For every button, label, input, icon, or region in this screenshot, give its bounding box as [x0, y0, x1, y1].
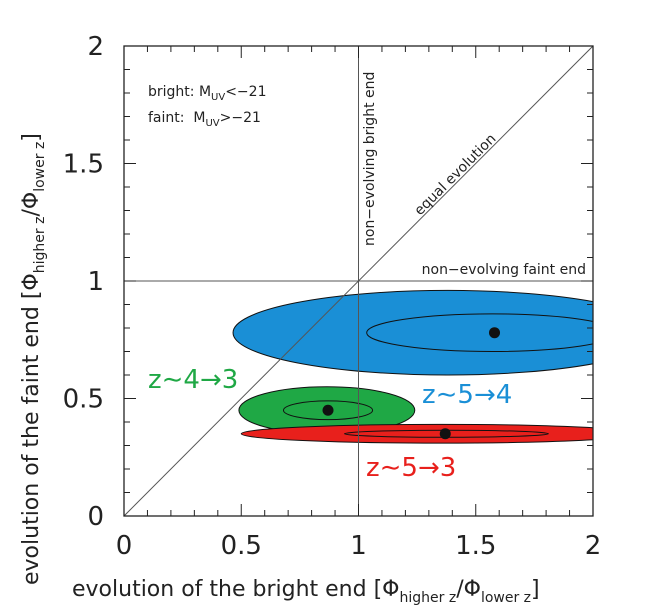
x-tick-label: 0: [116, 531, 133, 561]
vertical-line-label: non−evolving bright end: [362, 72, 378, 246]
y-tick-label: 1: [87, 267, 104, 297]
legend-faint: faint: MUV>−21: [148, 110, 261, 129]
x-tick-label: 0.5: [221, 531, 262, 561]
series-2-outer-contour: [240, 423, 593, 444]
x-tick-label: 2: [585, 531, 602, 561]
series-1-point: [322, 404, 334, 416]
series-layer: [232, 289, 593, 444]
x-tick-label: 1: [350, 531, 367, 561]
series-label-z5to3: z∼5→3: [366, 453, 456, 483]
horizontal-line-label: non−evolving faint end: [422, 262, 586, 278]
x-tick-label: 1.5: [455, 531, 496, 561]
legend-bright: bright: MUV<−21: [148, 84, 266, 103]
y-tick-label: 1.5: [63, 150, 104, 180]
series-2-point: [439, 428, 451, 440]
axis-ticks: 00 0.5 0.5 1 1 1.5 1.5 2 2: [63, 32, 602, 561]
reference-lines: [123, 45, 594, 517]
equal-evolution-line: [123, 45, 594, 517]
series-0-outer-contour: [232, 289, 593, 376]
diagonal-line-label: equal evolution: [412, 131, 500, 219]
series-1-inner-contour: [282, 400, 374, 421]
series-label-z4to3: z∼4→3: [148, 365, 238, 395]
y-tick-label: 0.5: [63, 385, 104, 415]
y-axis-title: evolution of the faint end [Φhigher z/Φl…: [19, 133, 48, 585]
series-0-inner-contour: [366, 313, 593, 352]
y-tick-label: 2: [87, 32, 104, 62]
series-label-z5to4: z∼5→4: [422, 380, 512, 410]
x-axis-title: evolution of the bright end [Φhigher z/Φ…: [72, 577, 540, 606]
series-0-point: [489, 327, 501, 339]
y-tick-label: 0: [87, 502, 104, 532]
